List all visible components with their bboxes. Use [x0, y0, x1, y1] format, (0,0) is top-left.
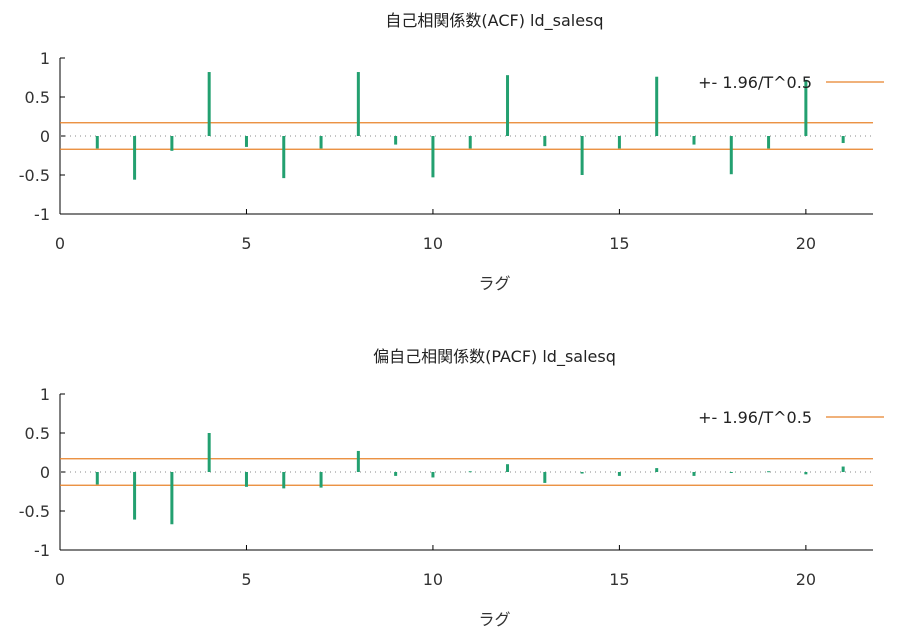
bar [133, 136, 137, 180]
x-tick-label: 10 [423, 234, 443, 253]
bar [431, 472, 435, 478]
bar [580, 136, 584, 175]
bar [356, 72, 360, 136]
bar [804, 472, 808, 475]
y-tick-label: 0 [40, 463, 50, 482]
chart-title: 自己相関係数(ACF) ld_salesq [385, 11, 603, 31]
bar [804, 79, 808, 136]
bar [506, 464, 510, 472]
bar [244, 136, 248, 147]
bar [244, 472, 248, 487]
legend-label: +- 1.96/T^0.5 [698, 73, 812, 92]
bar [394, 472, 398, 476]
bar [282, 472, 286, 489]
x-tick-label: 0 [55, 570, 65, 589]
bar [729, 136, 733, 175]
bar [729, 472, 733, 473]
bar [841, 466, 845, 472]
y-tick-label: -1 [34, 205, 50, 224]
x-tick-label: 0 [55, 234, 65, 253]
x-tick-label: 20 [796, 570, 816, 589]
bar [170, 136, 174, 151]
y-tick-label: 1 [40, 385, 50, 404]
x-tick-label: 5 [241, 570, 251, 589]
y-tick-label: 1 [40, 49, 50, 68]
bar [468, 471, 472, 473]
bar [170, 472, 174, 525]
bar [95, 472, 99, 485]
bar [617, 472, 621, 476]
pacf-chart: 偏自己相関係数(PACF) ld_salesq-1-0.500.510 5 10 15… [19, 347, 884, 629]
bar [207, 433, 211, 472]
bar [319, 136, 323, 149]
y-tick-label: -1 [34, 541, 50, 560]
x-tick-label: 5 [241, 234, 251, 253]
y-tick-label: 0.5 [25, 88, 50, 107]
bar [394, 136, 398, 145]
legend-label: +- 1.96/T^0.5 [698, 408, 812, 427]
x-tick-label: 20 [796, 234, 816, 253]
x-axis-label: ラグ [478, 610, 510, 629]
bar [133, 472, 137, 520]
bar [543, 136, 547, 147]
bar [767, 136, 771, 149]
x-tick-label: 15 [609, 570, 629, 589]
x-tick-label: 15 [609, 234, 629, 253]
bar [617, 136, 621, 149]
x-tick-label: 10 [423, 570, 443, 589]
bar [95, 136, 99, 149]
y-tick-label: -0.5 [19, 166, 50, 185]
bar [468, 136, 472, 149]
bar [580, 472, 584, 474]
bar [655, 468, 659, 472]
bar [655, 76, 659, 136]
bar [431, 136, 435, 178]
y-tick-label: -0.5 [19, 502, 50, 521]
x-axis-label: ラグ [478, 274, 510, 293]
chart-title: 偏自己相関係数(PACF) ld_salesq [373, 347, 616, 367]
bar [319, 472, 323, 488]
bar [841, 136, 845, 144]
y-tick-label: 0 [40, 127, 50, 146]
y-tick-label: 0.5 [25, 424, 50, 443]
bar [506, 75, 510, 136]
bar [207, 72, 211, 136]
bar [282, 136, 286, 179]
bar [356, 450, 360, 472]
bar [767, 471, 771, 473]
acf-chart: 自己相関係数(ACF) ld_salesq-1-0.500.510 5 10 15 20… [19, 11, 884, 293]
bar [543, 472, 547, 483]
bar [692, 136, 696, 145]
bar [692, 472, 696, 476]
